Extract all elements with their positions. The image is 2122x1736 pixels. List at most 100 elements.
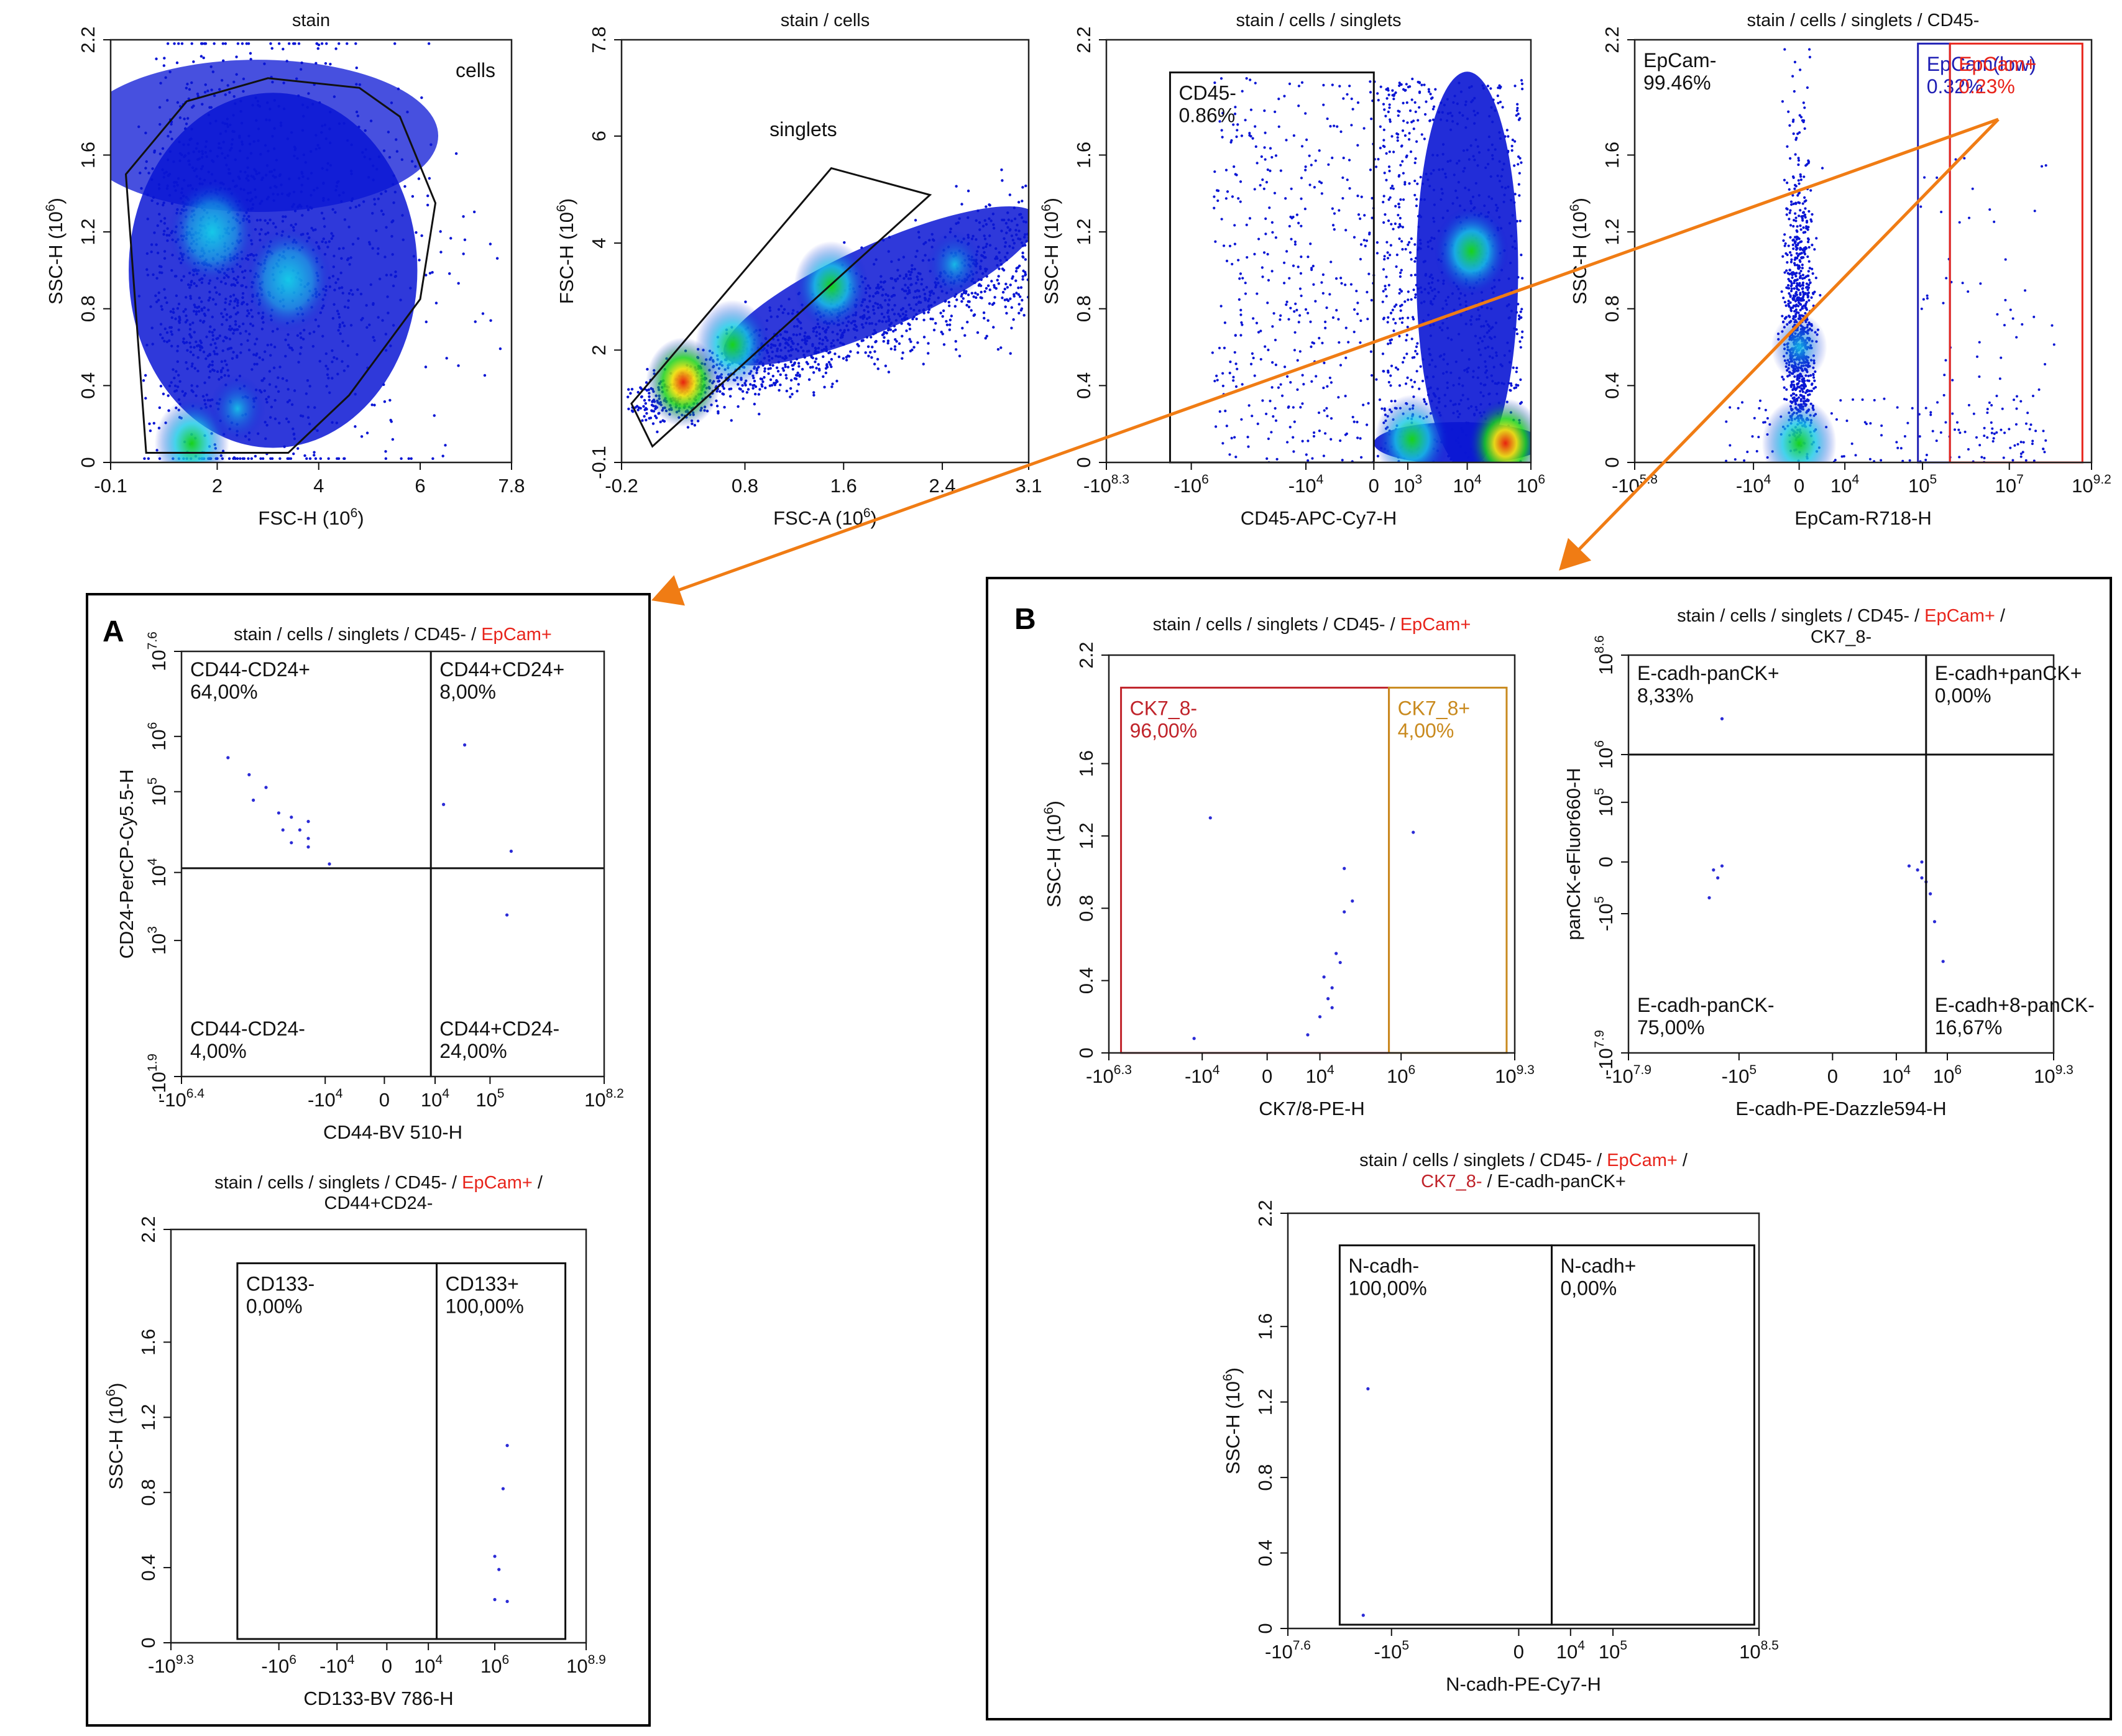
event-dot	[1236, 123, 1239, 126]
event-dot	[1418, 81, 1421, 84]
event-dot	[241, 42, 244, 45]
event-dot	[809, 365, 812, 369]
event-dot	[1406, 376, 1409, 379]
event-dot	[1331, 83, 1334, 86]
event-dot	[1385, 88, 1388, 91]
event-dot	[338, 42, 341, 45]
event-dot	[1402, 119, 1405, 122]
event-dot	[365, 431, 369, 434]
event-dot	[1801, 249, 1805, 252]
event-dot	[1510, 384, 1513, 387]
event-dot	[1513, 140, 1517, 143]
event-dot	[1274, 419, 1278, 422]
event-dot	[1782, 296, 1785, 300]
event-dot	[907, 322, 910, 326]
event-dot	[966, 320, 969, 324]
event-dot	[814, 357, 818, 361]
event-dot	[1279, 169, 1282, 172]
gate-cells	[124, 77, 437, 454]
event-dot	[1376, 252, 1379, 255]
event-dot	[1344, 326, 1348, 329]
event-dot	[1214, 240, 1217, 243]
x-tick-label: 103	[1394, 472, 1422, 497]
event-dot	[1274, 363, 1277, 367]
event-dot	[1415, 352, 1419, 356]
event-dot	[1344, 229, 1348, 232]
event-dot	[1325, 306, 1328, 310]
x-axis-label-exp: 6	[863, 506, 871, 520]
event-dot	[715, 405, 719, 408]
event-dot	[1224, 168, 1228, 172]
population-hotspot	[1468, 398, 1531, 462]
event-dot	[495, 257, 499, 260]
event-dot	[1513, 193, 1517, 196]
event-dot	[843, 241, 846, 244]
event-dot	[1398, 384, 1402, 387]
event-dot	[886, 339, 890, 342]
event-dot	[1310, 268, 1313, 272]
event-dot	[753, 402, 756, 406]
event-dot	[1024, 273, 1027, 277]
event-dot	[1214, 425, 1218, 428]
event-dot	[1803, 127, 1806, 130]
event-dot	[827, 361, 831, 364]
event-dot	[1269, 147, 1272, 150]
event-dot	[1801, 273, 1804, 277]
event-dot	[1385, 275, 1388, 278]
event-dot	[1370, 298, 1373, 302]
event-dot	[159, 385, 163, 388]
event-dot	[983, 290, 986, 293]
event-dot	[1401, 160, 1404, 163]
event-dot	[1520, 82, 1524, 85]
event-dot	[1821, 167, 1824, 170]
event-dot	[1017, 264, 1021, 268]
event-dot	[355, 67, 358, 70]
event-dot	[1404, 382, 1408, 385]
event-dot	[370, 403, 374, 406]
event-dot	[797, 365, 801, 368]
event-dot	[1356, 144, 1359, 147]
event-dot	[1233, 224, 1236, 227]
event-dot	[1382, 139, 1385, 142]
event-dot	[1310, 163, 1313, 167]
event-dot	[1342, 157, 1345, 160]
x-axis-label-close: )	[871, 507, 877, 529]
event-dot	[782, 369, 786, 372]
event-dot	[1270, 270, 1274, 273]
event-dot	[1518, 117, 1522, 120]
event-dot	[1389, 186, 1393, 190]
event-dot	[297, 42, 301, 45]
event-dot	[1221, 111, 1224, 115]
event-dot	[1015, 292, 1018, 295]
event-dot	[1333, 124, 1336, 127]
event-dot	[1382, 370, 1385, 373]
event-dot	[1399, 317, 1402, 320]
event-dot	[292, 452, 295, 456]
event-dot	[1283, 365, 1287, 369]
event-dot	[1518, 340, 1522, 343]
event-dot	[1263, 109, 1266, 113]
event-dot	[1787, 300, 1790, 303]
event-dot	[1353, 330, 1356, 334]
event-dot	[1375, 378, 1378, 381]
y-tick-label: -0.1	[588, 446, 610, 479]
y-axis-label-close: )	[1040, 198, 1062, 204]
event-dot	[1519, 310, 1522, 313]
event-dot	[1288, 426, 1292, 429]
event-dot	[1257, 237, 1261, 241]
event-dot	[1791, 120, 1795, 123]
event-dot	[1389, 341, 1392, 345]
event-dot	[1381, 300, 1384, 303]
event-dot	[812, 393, 815, 397]
event-dot	[1367, 272, 1371, 275]
event-dot	[970, 309, 973, 312]
event-dot	[1407, 138, 1411, 141]
panel-a-letter: A	[103, 615, 124, 648]
event-dot	[1411, 385, 1414, 388]
event-dot	[1221, 384, 1224, 388]
event-dot	[308, 457, 312, 461]
event-dot	[1360, 195, 1363, 198]
event-dot	[162, 392, 165, 395]
event-dot	[1407, 290, 1410, 293]
y-tick-label: 0.4	[1073, 372, 1095, 399]
